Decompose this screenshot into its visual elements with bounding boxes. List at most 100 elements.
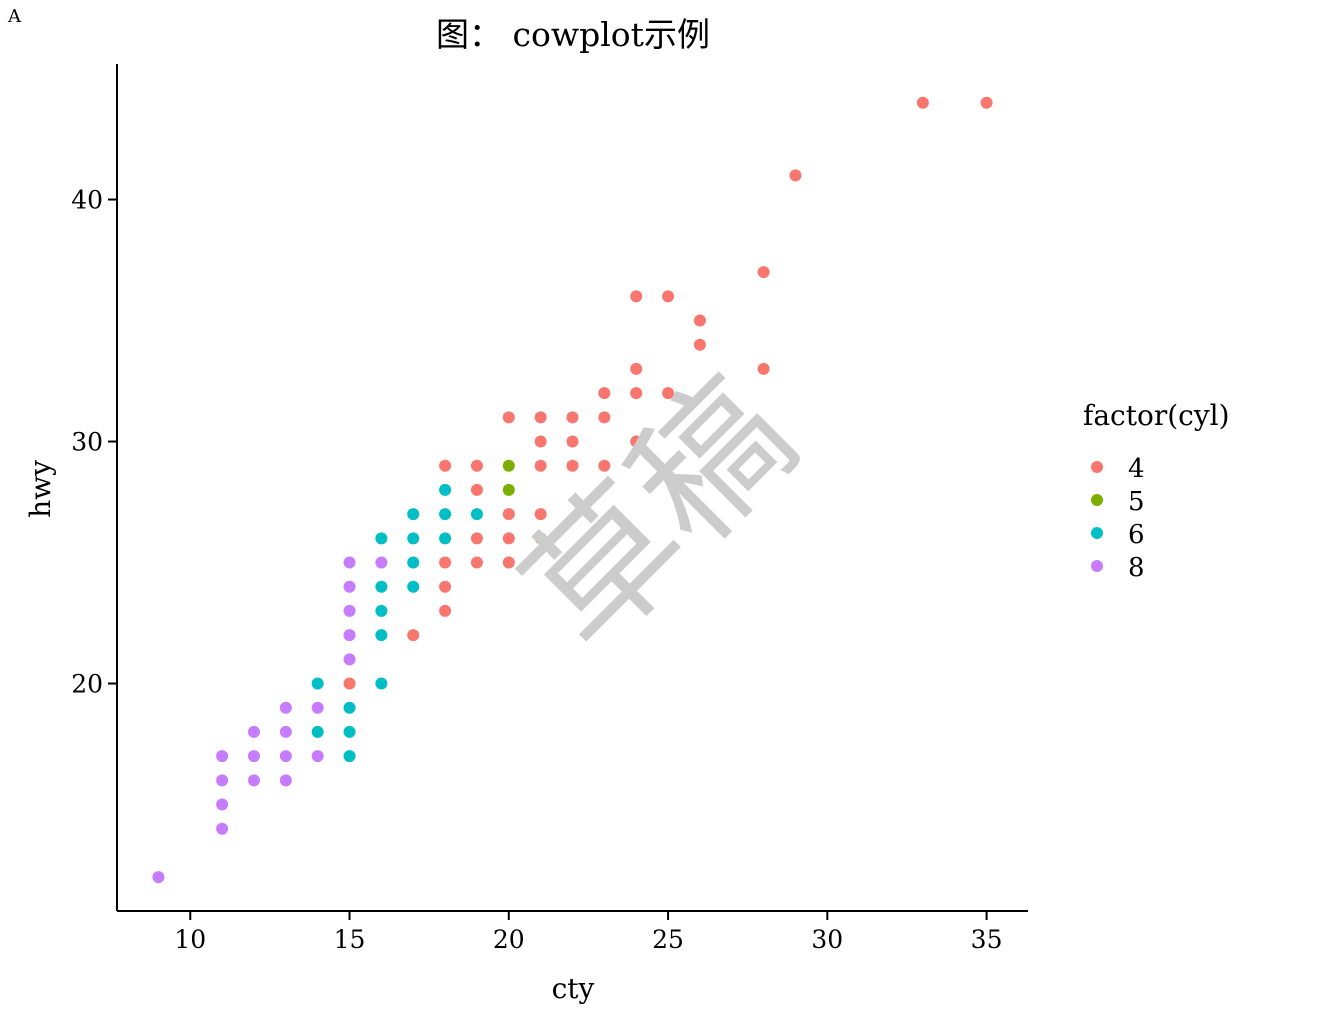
data-point-cyl-4-16 [598, 411, 611, 424]
data-point-cyl-4-32 [470, 556, 483, 569]
data-point-cyl-5-1 [502, 483, 515, 496]
data-point-cyl-8-7 [311, 701, 324, 714]
data-point-cyl-4-23 [566, 459, 579, 472]
panel-label: A [7, 6, 22, 27]
data-point-cyl-4-24 [598, 459, 611, 472]
data-point-cyl-4-0 [916, 96, 929, 109]
legend-key-5 [1091, 494, 1103, 506]
data-point-cyl-4-29 [502, 532, 515, 545]
legend-key-4 [1091, 461, 1103, 473]
x-axis-label: cty [552, 972, 595, 1005]
data-point-cyl-4-36 [407, 629, 420, 642]
data-point-cyl-8-15 [247, 774, 260, 787]
legend-label-5: 5 [1128, 487, 1145, 517]
data-point-cyl-4-27 [534, 508, 547, 521]
legend-label-4: 4 [1128, 454, 1145, 484]
data-point-cyl-4-2 [789, 169, 802, 182]
data-point-cyl-4-4 [630, 290, 643, 303]
data-point-cyl-8-3 [343, 604, 356, 617]
data-point-cyl-6-4 [375, 532, 388, 545]
data-point-cyl-8-16 [279, 774, 292, 787]
y-axis-label: hwy [24, 460, 57, 518]
data-point-cyl-8-9 [279, 725, 292, 738]
data-point-cyl-4-12 [662, 387, 675, 400]
y-axis-ticks: 20 30 40 [71, 186, 117, 699]
data-point-cyl-8-0 [343, 556, 356, 569]
data-point-cyl-4-14 [534, 411, 547, 424]
data-point-cyl-6-16 [343, 725, 356, 738]
data-point-cyl-6-14 [343, 701, 356, 714]
data-point-cyl-4-33 [502, 556, 515, 569]
data-point-cyl-4-11 [630, 387, 643, 400]
data-point-cyl-8-4 [343, 629, 356, 642]
data-point-cyl-4-3 [757, 266, 770, 279]
data-point-cyl-4-13 [502, 411, 515, 424]
data-point-cyl-4-25 [470, 483, 483, 496]
x-tick-label-25: 25 [652, 925, 684, 954]
x-tick-label-35: 35 [971, 925, 1003, 954]
data-point-cyl-8-8 [247, 725, 260, 738]
data-point-cyl-4-15 [566, 411, 579, 424]
data-point-cyl-4-22 [534, 459, 547, 472]
data-point-cyl-4-28 [470, 532, 483, 545]
x-axis-ticks: 10 15 20 25 30 35 [174, 911, 1002, 954]
legend-label-8: 8 [1128, 553, 1145, 583]
data-point-cyl-4-19 [630, 435, 643, 448]
legend-label-6: 6 [1128, 520, 1145, 550]
data-point-cyl-4-20 [439, 459, 452, 472]
data-point-cyl-6-13 [311, 677, 324, 690]
data-point-cyl-6-7 [407, 556, 420, 569]
data-point-cyl-8-10 [216, 750, 229, 763]
data-point-cyl-4-30 [534, 532, 547, 545]
data-point-cyl-5-0 [502, 459, 515, 472]
data-point-cyl-6-10 [375, 604, 388, 617]
data-point-cyl-6-9 [407, 580, 420, 593]
data-point-cyl-8-6 [279, 701, 292, 714]
data-point-cyl-8-14 [216, 774, 229, 787]
data-point-cyl-4-8 [757, 362, 770, 375]
legend-key-6 [1091, 527, 1103, 539]
data-point-cyl-6-15 [311, 725, 324, 738]
x-tick-label-30: 30 [811, 925, 843, 954]
y-tick-label-40: 40 [71, 186, 103, 215]
data-point-cyl-4-21 [470, 459, 483, 472]
data-point-cyl-6-1 [407, 508, 420, 521]
data-point-cyl-8-13 [311, 750, 324, 763]
data-point-cyl-6-11 [375, 629, 388, 642]
data-point-cyl-6-2 [439, 508, 452, 521]
data-point-cyl-8-11 [247, 750, 260, 763]
data-point-cyl-6-12 [375, 677, 388, 690]
data-point-cyl-4-10 [598, 387, 611, 400]
legend-key-8 [1091, 560, 1103, 572]
data-point-cyl-4-31 [439, 556, 452, 569]
data-point-cyl-6-0 [439, 483, 452, 496]
data-point-cyl-4-5 [662, 290, 675, 303]
data-point-cyl-8-18 [216, 822, 229, 835]
data-point-cyl-4-6 [693, 314, 706, 327]
data-point-cyl-4-1 [980, 96, 993, 109]
data-point-cyl-4-35 [439, 604, 452, 617]
data-point-cyl-4-34 [439, 580, 452, 593]
data-point-cyl-8-12 [279, 750, 292, 763]
data-point-cyl-8-5 [343, 653, 356, 666]
data-point-cyl-8-19 [152, 871, 165, 884]
x-tick-label-15: 15 [334, 925, 366, 954]
data-point-cyl-8-1 [375, 556, 388, 569]
data-point-cyl-6-3 [470, 508, 483, 521]
data-point-cyl-6-6 [439, 532, 452, 545]
data-point-cyl-6-8 [375, 580, 388, 593]
y-tick-label-20: 20 [71, 670, 103, 699]
data-point-cyl-6-5 [407, 532, 420, 545]
data-point-cyl-4-37 [343, 677, 356, 690]
x-tick-label-20: 20 [493, 925, 525, 954]
chart-title: 图： cowplot示例 [436, 15, 710, 54]
data-point-cyl-8-2 [343, 580, 356, 593]
points-layer [152, 96, 993, 884]
data-point-cyl-8-17 [216, 798, 229, 811]
data-point-cyl-6-17 [343, 750, 356, 763]
data-point-cyl-4-18 [566, 435, 579, 448]
